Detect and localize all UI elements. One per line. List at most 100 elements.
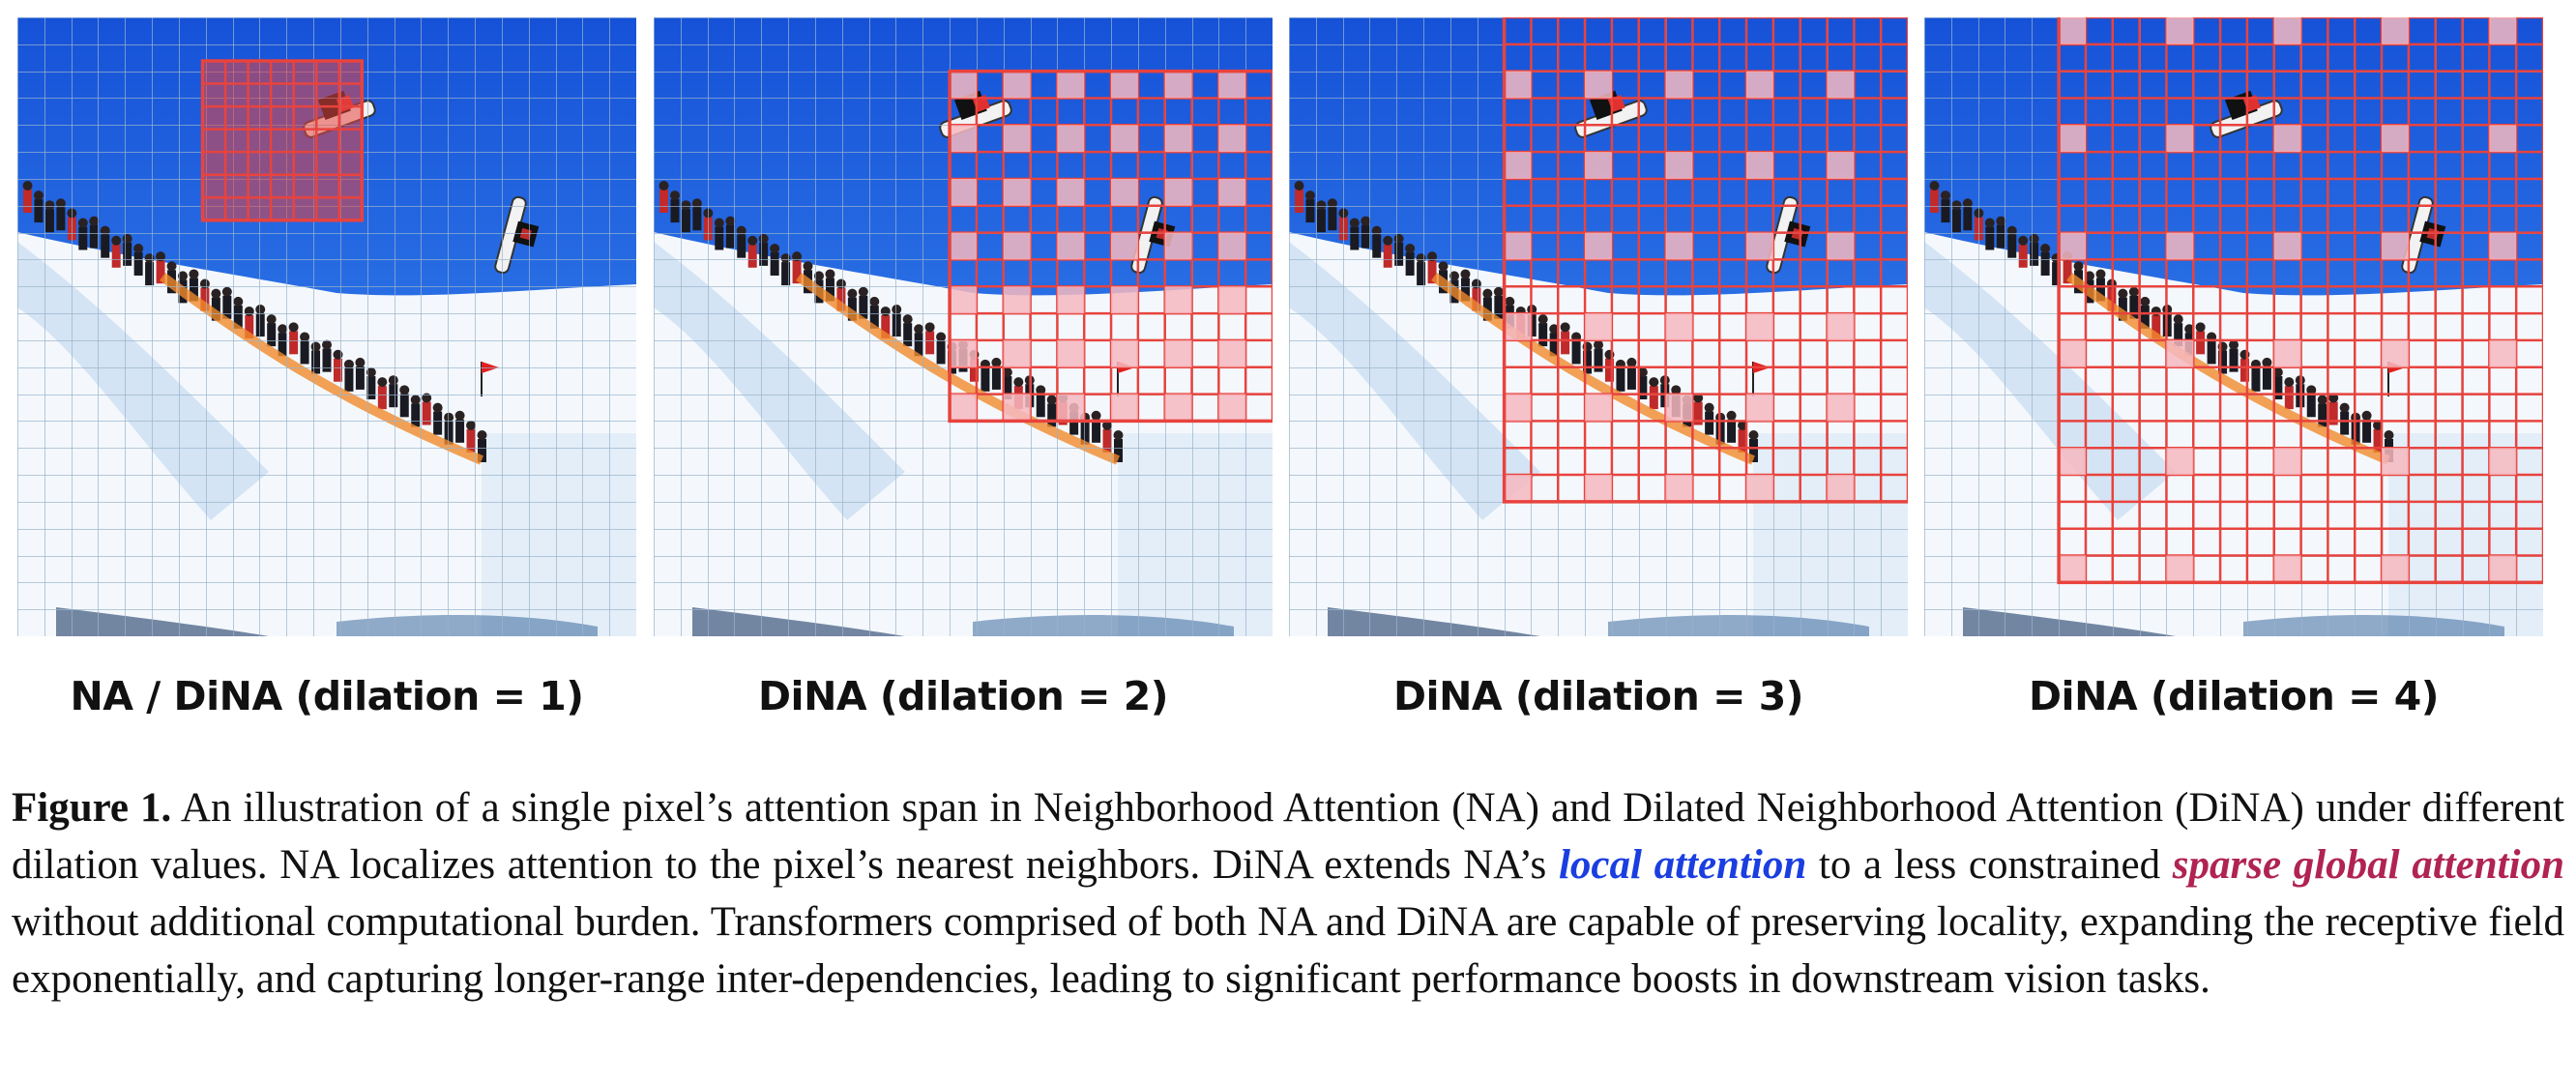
attended-cell [1665, 152, 1693, 179]
spectator [2118, 297, 2127, 321]
spectator-head [55, 198, 66, 209]
spectator-head [681, 200, 691, 211]
attended-cell [1746, 232, 1773, 260]
spectator [2095, 278, 2105, 302]
figure-number: Figure 1. [12, 785, 172, 831]
spectator-head [1929, 181, 1940, 190]
spectator-head [422, 393, 432, 403]
attended-cell [2273, 232, 2301, 260]
attended-cell [1164, 339, 1192, 367]
attended-cell [1746, 71, 1773, 99]
spectator-head [880, 306, 891, 316]
spectator-head [2128, 286, 2139, 297]
spectator-head [2272, 367, 2283, 378]
spectator [245, 314, 254, 338]
spectator [1295, 190, 1303, 213]
spectator-head [1738, 420, 1748, 430]
span-border [2057, 17, 2543, 585]
spectator-head [1371, 225, 1382, 236]
attended-cell [1003, 394, 1031, 422]
attended-cell [1585, 394, 1612, 422]
spectator-head [1560, 322, 1570, 333]
spectator [1604, 358, 1614, 382]
spectator-head [803, 261, 813, 272]
spectator [278, 333, 287, 357]
attended-cell [1665, 475, 1693, 502]
snow-ridge [973, 615, 1234, 636]
spectator-head [1940, 190, 1950, 201]
attended-cell [1504, 313, 1532, 340]
attended-cell [1057, 178, 1085, 206]
spectator [892, 313, 901, 337]
attended-cell [1827, 313, 1855, 340]
spectator [2239, 358, 2249, 382]
spectator [255, 313, 265, 337]
attended-cell [950, 178, 977, 206]
spectator-head [869, 296, 880, 307]
spectator [1047, 403, 1057, 427]
attended-cell [1827, 394, 1855, 422]
attended-cell [2166, 17, 2194, 44]
attended-cell [2382, 232, 2409, 260]
caption-text: An illustration of a single pixel’s atte… [12, 785, 2564, 888]
attended-cell [1164, 286, 1192, 314]
attended-cell [2273, 339, 2301, 367]
spectator-head [2184, 324, 2195, 335]
spectator [1749, 439, 1758, 462]
spectator-head [199, 278, 210, 289]
spectator-head [2073, 261, 2084, 272]
spectator [1616, 367, 1625, 392]
attended-cell [1746, 152, 1773, 179]
spectator-head [2306, 385, 2317, 395]
attended-cell [2382, 17, 2409, 44]
spectator [455, 419, 465, 443]
spectator [1427, 260, 1437, 284]
spectator [1549, 333, 1559, 357]
spectator-head [1416, 253, 1426, 264]
spectator [1996, 224, 2005, 249]
attended-cell [1504, 475, 1532, 502]
spectator [2251, 367, 2261, 392]
spectator [1383, 244, 1392, 268]
attended-cell [1827, 475, 1855, 502]
spectator-head [691, 198, 702, 209]
spectator [2207, 340, 2216, 365]
attended-cell [2059, 232, 2086, 260]
spectator-head [1046, 395, 1057, 405]
spectator [770, 251, 779, 276]
attended-cell [1003, 286, 1031, 314]
spectator [333, 358, 342, 382]
spectator-head [477, 430, 487, 440]
attended-cell [2166, 125, 2194, 153]
attended-cell [2382, 125, 2409, 153]
spectator [189, 278, 198, 302]
spectator-head [1704, 402, 1714, 413]
attended-cell [2059, 555, 2086, 583]
spectator-head [1962, 198, 1973, 209]
spectator [925, 331, 935, 355]
attended-cell [1218, 339, 1246, 367]
spectator [1583, 350, 1593, 374]
spectator-head [100, 225, 110, 236]
spectator [1350, 226, 1360, 250]
spectator [1951, 209, 1961, 233]
spectator [34, 199, 44, 223]
attended-cell [1504, 394, 1532, 422]
attended-cell [1003, 71, 1031, 99]
spectator-head [902, 314, 913, 325]
attended-cell [950, 71, 977, 99]
attended-cell [2382, 555, 2409, 583]
spectator [1417, 262, 1426, 286]
spectator-head [2262, 357, 2272, 367]
spectator-head [288, 322, 299, 333]
spectator-head [1594, 339, 1604, 350]
spectator [2328, 401, 2338, 425]
spectator-head [233, 296, 244, 307]
spectator-head [813, 271, 824, 281]
attended-cell [1504, 71, 1532, 99]
spectator-head [2173, 314, 2183, 325]
attention-span [200, 59, 365, 222]
fence [796, 272, 1120, 465]
spectator [1571, 340, 1581, 365]
spectator [478, 439, 486, 462]
